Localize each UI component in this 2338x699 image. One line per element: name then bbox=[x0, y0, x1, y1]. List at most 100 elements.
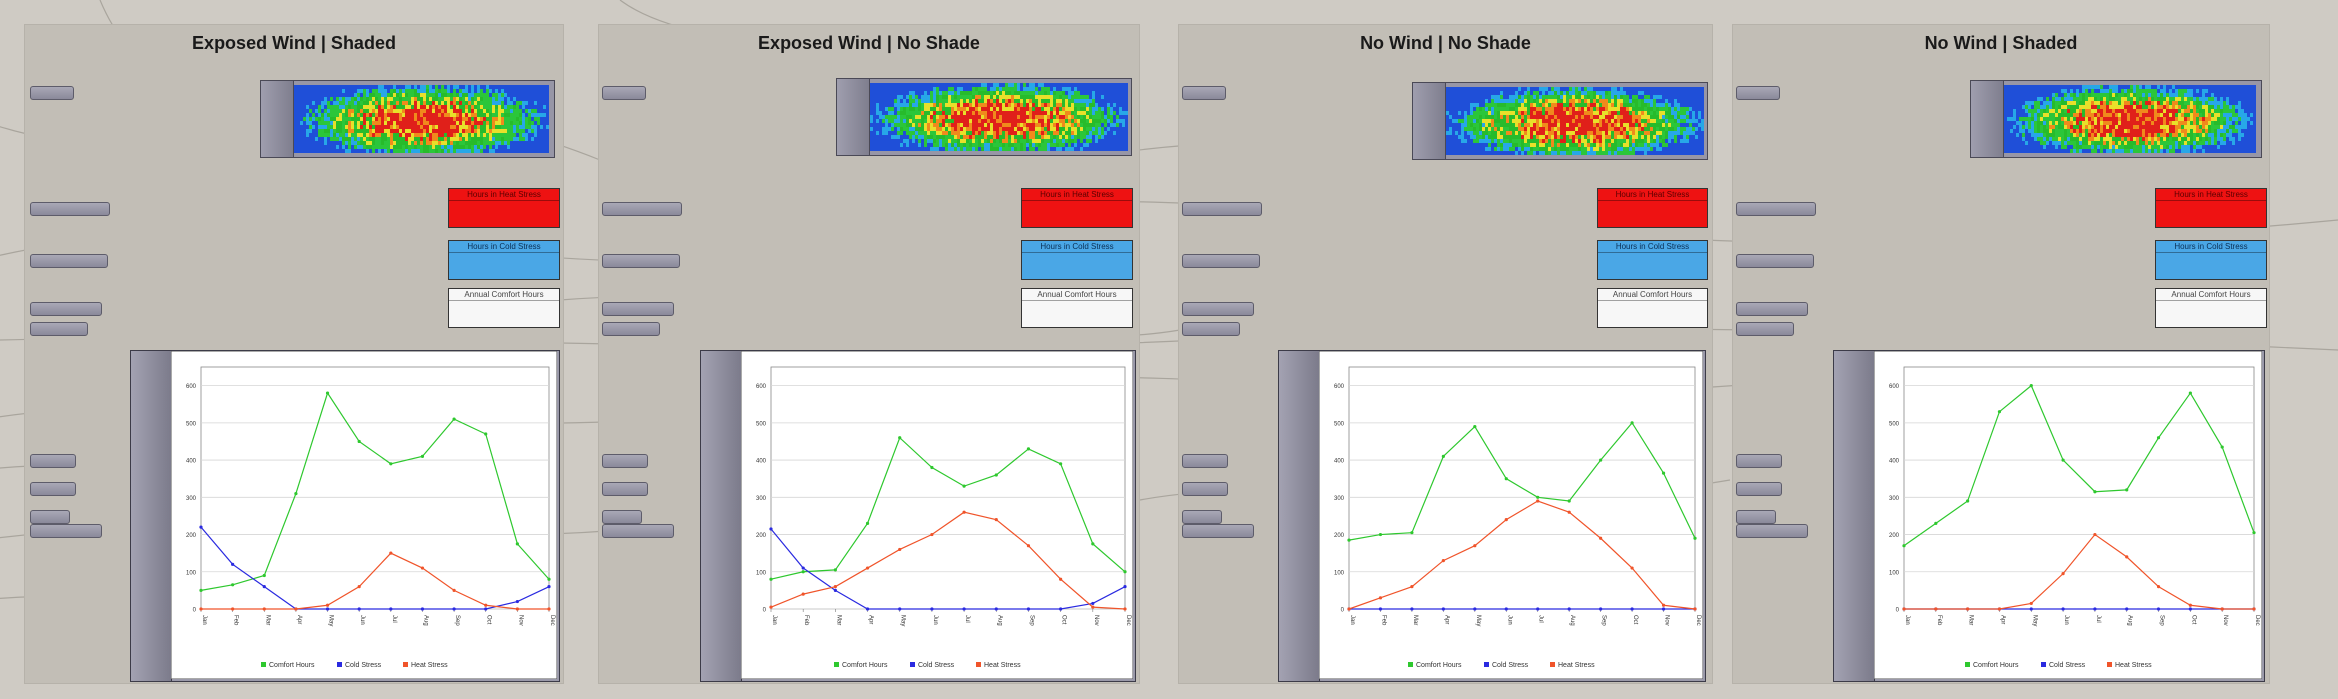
y-tick-label: 200 bbox=[1334, 533, 1345, 539]
g2-comfort-hours-panel[interactable]: Annual Comfort Hours bbox=[1597, 288, 1708, 328]
x-tick-label: Jan bbox=[201, 615, 207, 625]
g1-cold-stress-panel[interactable]: Hours in Cold Stress bbox=[1021, 240, 1133, 280]
g0-chart-input-a[interactable] bbox=[30, 454, 76, 468]
g3-heatmap-component[interactable] bbox=[1970, 80, 2262, 158]
x-tick-label: Feb bbox=[803, 615, 809, 626]
g0-comfort-hours-panel[interactable]: Annual Comfort Hours bbox=[448, 288, 560, 328]
cold-stress-series-point bbox=[1536, 607, 1540, 611]
g1-input-heat[interactable] bbox=[602, 202, 682, 216]
legend-label: Heat Stress bbox=[984, 662, 1021, 669]
g3-chart-input-a[interactable] bbox=[1736, 454, 1782, 468]
comfort-series-line bbox=[770, 436, 1126, 580]
g2-chart-input-b[interactable] bbox=[1182, 482, 1228, 496]
g1-chart-input-a[interactable] bbox=[602, 454, 648, 468]
g2-input-comfort-a[interactable] bbox=[1182, 302, 1254, 316]
g1-chart-input-b[interactable] bbox=[602, 482, 648, 496]
g2-heatmap-component[interactable] bbox=[1412, 82, 1708, 160]
g3-chart-input-c[interactable] bbox=[1736, 510, 1776, 524]
comfort-series-point bbox=[2093, 490, 2097, 494]
legend-swatch bbox=[910, 662, 915, 667]
heatmap-image bbox=[870, 83, 1128, 151]
g0-chart-input-d[interactable] bbox=[30, 524, 102, 538]
x-tick-label: Oct bbox=[2190, 615, 2196, 625]
g0-heatmap-component[interactable] bbox=[260, 80, 555, 158]
g2-chart-component[interactable]: 0 100 200 300 400 500 600 Jan Feb Mar Apr May Jun Jul… bbox=[1278, 350, 1706, 682]
g1-heatmap-component[interactable] bbox=[836, 78, 1132, 156]
g2-cold-stress-panel[interactable]: Hours in Cold Stress bbox=[1597, 240, 1708, 280]
x-tick-label: Apr bbox=[296, 615, 302, 624]
g3-chart-input-b[interactable] bbox=[1736, 482, 1782, 496]
comfort-series-point bbox=[769, 577, 773, 581]
g0-input-comfort-b[interactable] bbox=[30, 322, 88, 336]
g2-chart-input-d[interactable] bbox=[1182, 524, 1254, 538]
x-tick-label: Dec bbox=[549, 615, 555, 626]
g3-comfort-hours-panel[interactable]: Annual Comfort Hours bbox=[2155, 288, 2267, 328]
heat-stress-series-point bbox=[2220, 607, 2224, 611]
x-tick-label: May bbox=[1475, 615, 1481, 626]
component-grip[interactable] bbox=[701, 351, 742, 681]
comfort-series-point bbox=[930, 465, 934, 470]
panel-title: Hours in Heat Stress bbox=[2156, 189, 2266, 201]
g0-chart-input-b[interactable] bbox=[30, 482, 76, 496]
g2-input-cold[interactable] bbox=[1182, 254, 1260, 268]
g2-chart-input-c[interactable] bbox=[1182, 510, 1222, 524]
comfort-series-point bbox=[1441, 454, 1445, 458]
cold-stress-series-point bbox=[1378, 607, 1383, 611]
g3-cold-stress-panel[interactable]: Hours in Cold Stress bbox=[2155, 240, 2267, 280]
cold-stress-series-line bbox=[200, 526, 550, 610]
cold-stress-series-point bbox=[420, 607, 425, 611]
panel-title: Hours in Cold Stress bbox=[1022, 241, 1132, 253]
g1-input-comfort-a[interactable] bbox=[602, 302, 674, 316]
g2-heat-stress-panel[interactable]: Hours in Heat Stress bbox=[1597, 188, 1708, 228]
panel-title: Hours in Heat Stress bbox=[1022, 189, 1132, 201]
component-grip[interactable] bbox=[261, 81, 294, 157]
g0-cold-stress-panel[interactable]: Hours in Cold Stress bbox=[448, 240, 560, 280]
g2-input-heat[interactable] bbox=[1182, 202, 1262, 216]
g0-chart-input-c[interactable] bbox=[30, 510, 70, 524]
comfort-series-point bbox=[1567, 499, 1571, 503]
g3-heat-stress-panel[interactable]: Hours in Heat Stress bbox=[2155, 188, 2267, 228]
y-tick-label: 500 bbox=[1334, 421, 1345, 427]
comfort-series-point bbox=[1966, 499, 1970, 503]
g0-input-param[interactable] bbox=[30, 86, 74, 100]
g1-chart-input-c[interactable] bbox=[602, 510, 642, 524]
x-tick-label: Jun bbox=[1506, 615, 1512, 625]
g3-input-comfort-b[interactable] bbox=[1736, 322, 1794, 336]
component-grip[interactable] bbox=[1971, 81, 2004, 157]
component-grip[interactable] bbox=[837, 79, 870, 155]
g1-chart-component[interactable]: 0 100 200 300 400 500 600 Jan Feb Mar Apr May Jun Jul… bbox=[700, 350, 1136, 682]
g2-chart-input-a[interactable] bbox=[1182, 454, 1228, 468]
g0-input-heat[interactable] bbox=[30, 202, 110, 216]
x-tick-label: Sep bbox=[1601, 615, 1607, 626]
g3-input-heat[interactable] bbox=[1736, 202, 1816, 216]
y-tick-label: 300 bbox=[186, 496, 197, 502]
x-tick-label: Apr bbox=[1999, 615, 2005, 624]
component-grip[interactable] bbox=[1279, 351, 1320, 681]
x-tick-label: Aug bbox=[2127, 615, 2133, 626]
component-grip[interactable] bbox=[131, 351, 172, 681]
g1-comfort-hours-panel[interactable]: Annual Comfort Hours bbox=[1021, 288, 1133, 328]
g1-input-param[interactable] bbox=[602, 86, 646, 100]
g0-heat-stress-panel[interactable]: Hours in Heat Stress bbox=[448, 188, 560, 228]
g0-chart-component[interactable]: 0 100 200 300 400 500 600 Jan Feb Mar Apr May Jun Jul… bbox=[130, 350, 560, 682]
g3-chart-input-d[interactable] bbox=[1736, 524, 1808, 538]
comfort-series-point bbox=[801, 570, 805, 574]
component-grip[interactable] bbox=[1834, 351, 1875, 681]
x-tick-label: Jul bbox=[391, 615, 397, 623]
heat-stress-series-point bbox=[1504, 518, 1508, 522]
g3-chart-component[interactable]: 0 100 200 300 400 500 600 Jan Feb Mar Apr May Jun Jul… bbox=[1833, 350, 2265, 682]
component-grip[interactable] bbox=[1413, 83, 1446, 159]
g1-chart-input-d[interactable] bbox=[602, 524, 674, 538]
g1-input-cold[interactable] bbox=[602, 254, 680, 268]
g2-input-param[interactable] bbox=[1182, 86, 1226, 100]
g2-input-comfort-b[interactable] bbox=[1182, 322, 1240, 336]
x-tick-label: Jun bbox=[359, 615, 365, 625]
g1-input-comfort-b[interactable] bbox=[602, 322, 660, 336]
g3-input-comfort-a[interactable] bbox=[1736, 302, 1808, 316]
g3-input-cold[interactable] bbox=[1736, 254, 1814, 268]
heat-stress-series-point bbox=[1091, 605, 1095, 609]
g1-heat-stress-panel[interactable]: Hours in Heat Stress bbox=[1021, 188, 1133, 228]
g0-input-cold[interactable] bbox=[30, 254, 108, 268]
g3-input-param[interactable] bbox=[1736, 86, 1780, 100]
g0-input-comfort-a[interactable] bbox=[30, 302, 102, 316]
